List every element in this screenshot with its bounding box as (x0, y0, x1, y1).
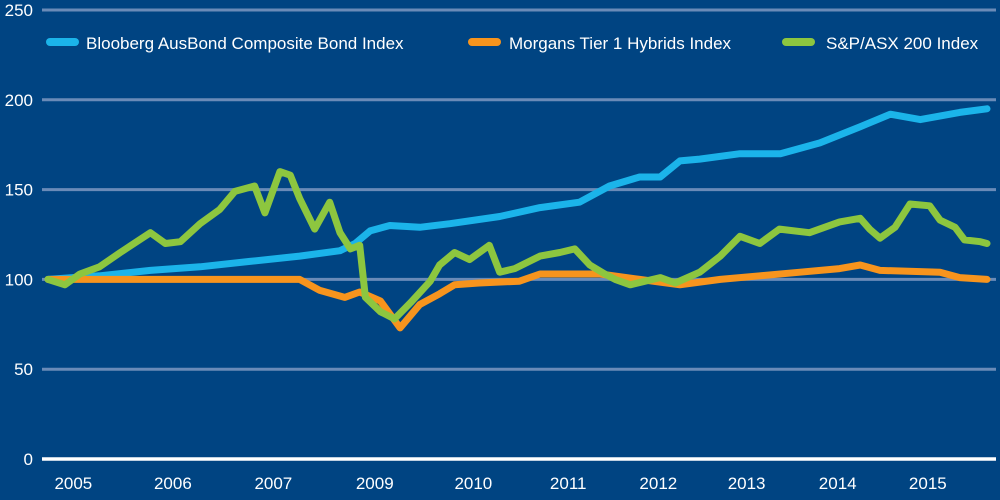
x-axis-ticks: 2005 2006 2007 2009 2010 2011 2012 2013 2014 2015 (54, 474, 946, 493)
series-line-hybrids (44, 261, 991, 332)
legend: Blooberg AusBond Composite Bond Index Mo… (46, 34, 979, 53)
legend-item-ausbond[interactable]: Blooberg AusBond Composite Bond Index (46, 34, 404, 53)
y-axis-ticks: 0 50 100 150 200 250 (5, 1, 33, 469)
x-tick-label: 2014 (819, 474, 857, 493)
x-tick-label: 2013 (728, 474, 766, 493)
legend-label-ausbond: Blooberg AusBond Composite Bond Index (86, 34, 404, 53)
x-tick-label: 2005 (54, 474, 92, 493)
y-tick-label: 50 (14, 360, 33, 379)
x-tick-label: 2011 (550, 474, 587, 493)
y-tick-label: 200 (5, 91, 33, 110)
y-tick-label: 0 (24, 450, 33, 469)
series-line-asx200 (44, 168, 991, 323)
x-tick-label: 2006 (154, 474, 192, 493)
x-tick-label: 2010 (454, 474, 492, 493)
legend-item-hybrids[interactable]: Morgans Tier 1 Hybrids Index (468, 34, 732, 53)
legend-item-asx200[interactable]: S&P/ASX 200 Index (782, 34, 979, 53)
x-tick-label: 2007 (254, 474, 292, 493)
x-tick-label: 2015 (909, 474, 947, 493)
legend-label-asx200: S&P/ASX 200 Index (826, 34, 979, 53)
series-lines (44, 105, 991, 332)
x-tick-label: 2012 (639, 474, 677, 493)
y-tick-label: 250 (5, 1, 33, 20)
y-tick-label: 150 (5, 181, 33, 200)
x-tick-label: 2009 (356, 474, 394, 493)
legend-label-hybrids: Morgans Tier 1 Hybrids Index (509, 34, 732, 53)
series-line-ausbond (44, 105, 991, 283)
y-tick-label: 100 (5, 270, 33, 289)
